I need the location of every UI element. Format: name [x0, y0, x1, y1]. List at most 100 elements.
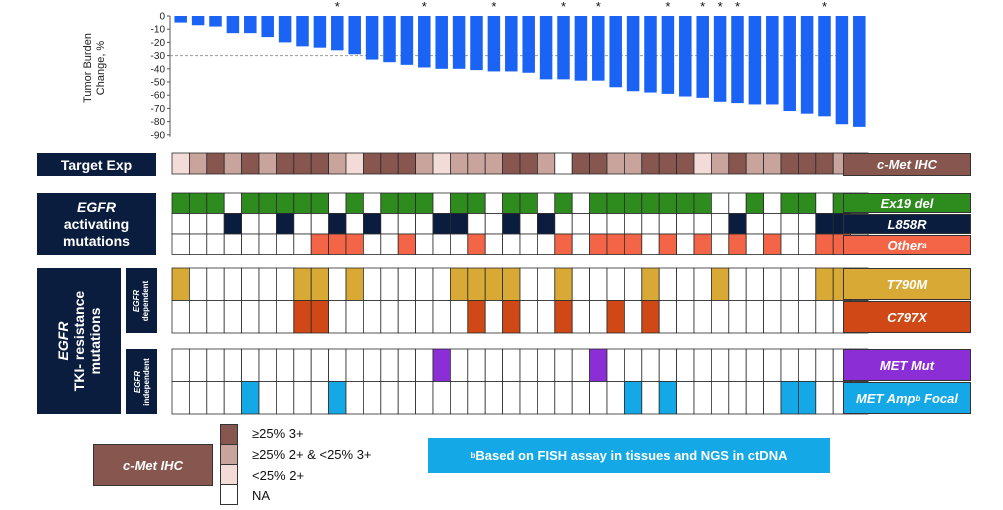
cell-c797x: [484, 300, 504, 334]
cell-l858r: [275, 213, 295, 235]
cell-l858r: [380, 213, 399, 235]
cell-met-mut: [206, 348, 225, 382]
bar: [313, 16, 327, 48]
cell-ex19: [275, 192, 295, 214]
cell-target-exp: [223, 152, 242, 175]
cell-c797x: [571, 300, 591, 334]
bar: [853, 16, 866, 127]
cell-ex19: [571, 192, 591, 214]
asterisk-marker: *: [491, 0, 496, 14]
cell-c797x: [693, 300, 712, 334]
waterfall-chart: 0 -10 -20 -30 -40 -50 -60 -70 -80 -90 * * * * * * * * * *: [151, 0, 866, 141]
cell-l858r: [293, 213, 312, 235]
cell-ex19: [188, 192, 208, 214]
cell-met-mut: [519, 348, 538, 382]
cell-c797x: [763, 300, 782, 334]
cell-met-mut: [310, 348, 330, 382]
cell-ex19: [641, 192, 660, 214]
cell-l858r: [467, 213, 486, 235]
cell-met-amp: [502, 381, 521, 415]
bar: [800, 16, 814, 114]
cell-target-exp: [641, 152, 660, 175]
cell-target-exp: [728, 152, 747, 175]
cell-other: [275, 233, 295, 255]
cell-ex19: [780, 192, 799, 214]
y-tick-label: -50: [151, 78, 166, 89]
cell-met-amp: [484, 381, 504, 415]
cell-ex19: [502, 192, 521, 214]
cell-l858r: [241, 213, 260, 235]
cell-t790m: [606, 267, 625, 301]
header-activating-word: activating: [63, 215, 130, 232]
bar: [661, 16, 675, 94]
cell-met-mut: [606, 348, 625, 382]
cell-target-exp: [502, 152, 521, 175]
cell-met-amp: [589, 381, 608, 415]
cell-other: [362, 233, 382, 255]
cell-met-mut: [502, 348, 521, 382]
legend-item-high: ≥25% 3+: [252, 426, 304, 441]
cell-ex19: [658, 192, 678, 214]
cell-c797x: [606, 300, 625, 334]
legend-swatch-high: [220, 424, 238, 445]
cell-target-exp: [432, 152, 451, 175]
cell-met-amp: [728, 381, 747, 415]
cell-met-amp: [310, 381, 330, 415]
bar: [522, 16, 535, 73]
cell-met-mut: [484, 348, 504, 382]
bar: [400, 16, 414, 65]
cell-met-amp: [258, 381, 277, 415]
cell-met-amp: [241, 381, 260, 415]
cell-other: [728, 233, 747, 255]
subheader-egfr-independent: EGFR independent: [126, 349, 157, 414]
cell-met-mut: [415, 348, 434, 382]
bar: [296, 16, 309, 47]
cell-target-exp: [658, 152, 678, 175]
cell-target-exp: [711, 152, 730, 175]
cell-other: [432, 233, 451, 255]
cell-c797x: [345, 300, 364, 334]
row-label-met-amp-sup: b: [915, 393, 921, 403]
cell-c797x: [223, 300, 242, 334]
bar: [696, 16, 709, 98]
cell-c797x: [275, 300, 295, 334]
cell-met-amp: [275, 381, 295, 415]
cell-c797x: [502, 300, 521, 334]
header-egfr-activating: EGFR activating mutations: [37, 193, 156, 255]
cell-t790m: [728, 267, 747, 301]
cell-ex19: [676, 192, 695, 214]
cell-ex19: [763, 192, 782, 214]
cell-other: [241, 233, 260, 255]
bar: [331, 16, 344, 51]
cell-c797x: [258, 300, 277, 334]
cell-l858r: [815, 213, 834, 235]
cell-other: [763, 233, 782, 255]
cell-t790m: [798, 267, 817, 301]
asterisk-marker: *: [700, 0, 705, 14]
subheader-egfr-dependent: EGFR dependent: [126, 268, 157, 333]
cell-c797x: [432, 300, 451, 334]
cell-l858r: [397, 213, 417, 235]
cell-met-mut: [780, 348, 799, 382]
cell-met-mut: [641, 348, 660, 382]
cell-met-mut: [571, 348, 591, 382]
cell-met-amp: [658, 381, 678, 415]
bar: [644, 16, 657, 93]
row-label-c797x-text: C797X: [887, 309, 927, 325]
cell-target-exp: [537, 152, 556, 175]
row-label-met-amp: MET Amp b Focal: [843, 382, 971, 414]
cell-met-mut: [171, 348, 190, 382]
row-label-cmet-ihc-text: c-Met IHC: [877, 157, 937, 172]
cell-t790m: [571, 267, 591, 301]
cell-met-mut: [763, 348, 782, 382]
bar: [748, 16, 762, 105]
cell-t790m: [815, 267, 834, 301]
cell-c797x: [397, 300, 417, 334]
cell-other: [815, 233, 834, 255]
cell-met-amp: [780, 381, 799, 415]
cell-other: [206, 233, 225, 255]
row-label-l858r: L858R: [843, 214, 971, 234]
cell-t790m: [241, 267, 260, 301]
cell-met-amp: [624, 381, 643, 415]
cell-t790m: [362, 267, 382, 301]
